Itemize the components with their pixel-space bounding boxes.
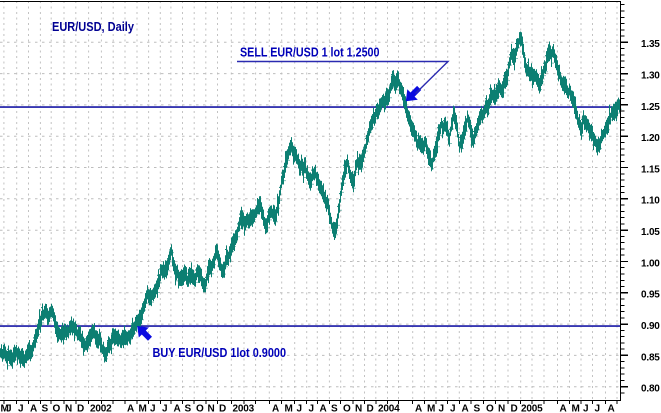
svg-text:J: J [439,404,444,413]
svg-text:N: N [65,404,72,413]
svg-text:N: N [355,404,362,413]
svg-text:D: D [77,404,84,413]
svg-text:D: D [511,404,518,413]
svg-text:O: O [53,404,61,413]
svg-text:D: D [367,404,374,413]
svg-text:1.05: 1.05 [641,227,660,238]
svg-text:A: A [127,404,134,413]
svg-text:J: J [150,404,155,413]
svg-text:A: A [608,404,615,413]
svg-text:1.30: 1.30 [641,71,660,82]
svg-text:BUY EUR/USD 1lot 0.9000: BUY EUR/USD 1lot 0.9000 [153,346,287,360]
svg-text:2004: 2004 [378,404,400,413]
svg-text:1.00: 1.00 [641,258,660,269]
svg-text:A: A [415,404,422,413]
svg-text:J: J [595,404,600,413]
svg-text:SELL EUR/USD 1 lot 1.2500: SELL EUR/USD 1 lot 1.2500 [240,46,380,60]
svg-text:1.20: 1.20 [641,133,660,144]
svg-text:2002: 2002 [90,404,112,413]
svg-text:S: S [331,404,338,413]
svg-text:A: A [272,404,279,413]
svg-text:0.85: 0.85 [641,352,660,363]
svg-text:N: N [208,404,215,413]
svg-text:1.25: 1.25 [641,102,660,113]
svg-text:A: A [320,404,327,413]
svg-text:S: S [185,404,192,413]
svg-text:J: J [162,404,167,413]
svg-text:EUR/USD, Daily: EUR/USD, Daily [52,20,134,34]
svg-text:S: S [474,404,481,413]
svg-text:J: J [450,404,455,413]
svg-text:S: S [42,404,49,413]
svg-text:O: O [486,404,494,413]
svg-text:A: A [30,404,37,413]
svg-text:1.10: 1.10 [641,196,660,207]
svg-text:M: M [139,404,147,413]
svg-text:A: A [462,404,469,413]
svg-text:0.90: 0.90 [641,321,660,332]
svg-text:O: O [196,404,204,413]
svg-text:A: A [174,404,181,413]
svg-text:M: M [427,404,435,413]
svg-text:1.15: 1.15 [641,164,660,175]
svg-text:0.95: 0.95 [641,290,660,301]
svg-text:J: J [309,404,314,413]
svg-text:N: N [498,404,505,413]
svg-text:0.80: 0.80 [641,384,660,395]
svg-text:M: M [572,404,580,413]
svg-text:M: M [1,404,9,413]
svg-text:J: J [18,404,23,413]
svg-text:M: M [285,404,293,413]
svg-text:J: J [583,404,588,413]
svg-text:J: J [297,404,302,413]
svg-text:D: D [219,404,226,413]
svg-text:A: A [560,404,567,413]
svg-text:2003: 2003 [233,404,255,413]
svg-text:2005: 2005 [521,404,543,413]
svg-text:J: J [6,404,11,413]
svg-text:1.35: 1.35 [641,39,660,50]
svg-text:O: O [343,404,351,413]
